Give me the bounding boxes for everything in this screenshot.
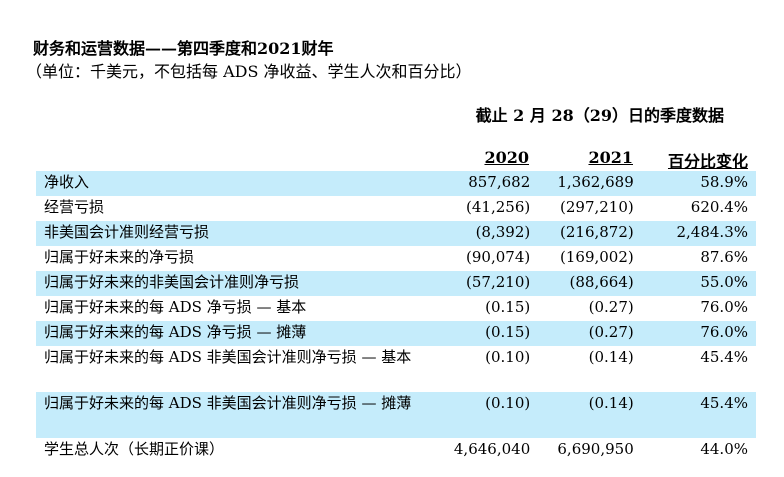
table-row: 归属于好未来的非美国会计准则净亏损 (57,210) (88,664) 55.0%	[36, 271, 756, 296]
table-row: 经营亏损 (41,256) (297,210) 620.4%	[36, 196, 756, 221]
row-label: 归属于好未来的净亏损	[44, 248, 195, 266]
value-2020: (8,392)	[437, 221, 531, 246]
value-2021: (0.14)	[530, 392, 634, 438]
row-label: 归属于好未来的每 ADS 净亏损 — 摊薄	[36, 321, 438, 346]
percent-change: 45.4%	[700, 348, 748, 366]
financial-table: 净收入 857,682 1,362,689 58.9% 经营亏损 (41,256) (297…	[36, 171, 756, 463]
value-2020: (0.10)	[437, 392, 531, 438]
row-label: 学生总人次（长期正价课）	[44, 440, 225, 458]
percent-change: 87.6%	[700, 248, 748, 266]
value-2020: 4,646,040	[453, 440, 531, 458]
value-2020: (57,210)	[437, 271, 531, 296]
percent-change: 620.4%	[690, 198, 748, 216]
value-2020: (0.15)	[437, 321, 531, 346]
row-label: 经营亏损	[44, 198, 105, 216]
percent-change: 76.0%	[700, 298, 748, 316]
table-row: 归属于好未来的每 ADS 非美国会计准则净亏损 — 基本 (0.10) (0.14)…	[36, 346, 756, 392]
column-header-2020: 2020	[484, 148, 529, 167]
row-label: 净收入	[36, 171, 438, 196]
percent-change: 76.0%	[633, 321, 756, 346]
value-2020: (0.10)	[485, 348, 531, 366]
table-row: 学生总人次（长期正价课） 4,646,040 6,690,950 44.0%	[36, 438, 756, 463]
row-label: 归属于好未来的每 ADS 非美国会计准则净亏损 — 基本	[44, 348, 412, 366]
percent-change: 45.4%	[633, 392, 756, 438]
column-header-2021: 2021	[588, 148, 633, 167]
period-header: 截止 2 月 28（29）日的季度数据	[475, 106, 724, 125]
percent-change: 44.0%	[700, 440, 748, 458]
row-label: 归属于好未来的每 ADS 非美国会计准则净亏损 — 摊薄	[36, 392, 438, 438]
value-2020: (41,256)	[466, 198, 531, 216]
value-2020: (0.15)	[485, 298, 531, 316]
value-2020: 857,682	[437, 171, 531, 196]
value-2021: (297,210)	[560, 198, 634, 216]
value-2021: 6,690,950	[557, 440, 634, 458]
value-2021: (169,002)	[560, 248, 634, 266]
table-row: 归属于好未来的每 ADS 非美国会计准则净亏损 — 摊薄 (0.10) (0.14)…	[36, 392, 756, 438]
table-row: 净收入 857,682 1,362,689 58.9%	[36, 171, 756, 196]
row-label: 归属于好未来的每 ADS 净亏损 — 基本	[44, 298, 307, 316]
column-header-change: 百分比变化	[667, 152, 748, 171]
percent-change: 55.0%	[633, 271, 756, 296]
table-row: 归属于好未来的每 ADS 净亏损 — 摊薄 (0.15) (0.27) 76.0%	[36, 321, 756, 346]
value-2021: (88,664)	[530, 271, 634, 296]
percent-change: 2,484.3%	[633, 221, 756, 246]
document-title: 财务和运营数据——第四季度和2021财年	[33, 39, 334, 58]
percent-change: 58.9%	[633, 171, 756, 196]
row-label: 非美国会计准则经营亏损	[36, 221, 438, 246]
value-2021: (0.27)	[588, 298, 634, 316]
value-2021: (0.27)	[530, 321, 634, 346]
units-note: （单位：千美元，不包括每 ADS 净收益、学生人次和百分比）	[26, 62, 472, 81]
value-2021: (216,872)	[530, 221, 634, 246]
row-label: 归属于好未来的非美国会计准则净亏损	[36, 271, 438, 296]
table-row: 非美国会计准则经营亏损 (8,392) (216,872) 2,484.3%	[36, 221, 756, 246]
table-row: 归属于好未来的每 ADS 净亏损 — 基本 (0.15) (0.27) 76.0%	[36, 296, 756, 321]
value-2021: 1,362,689	[530, 171, 634, 196]
table-row: 归属于好未来的净亏损 (90,074) (169,002) 87.6%	[36, 246, 756, 271]
value-2020: (90,074)	[466, 248, 531, 266]
value-2021: (0.14)	[588, 348, 634, 366]
